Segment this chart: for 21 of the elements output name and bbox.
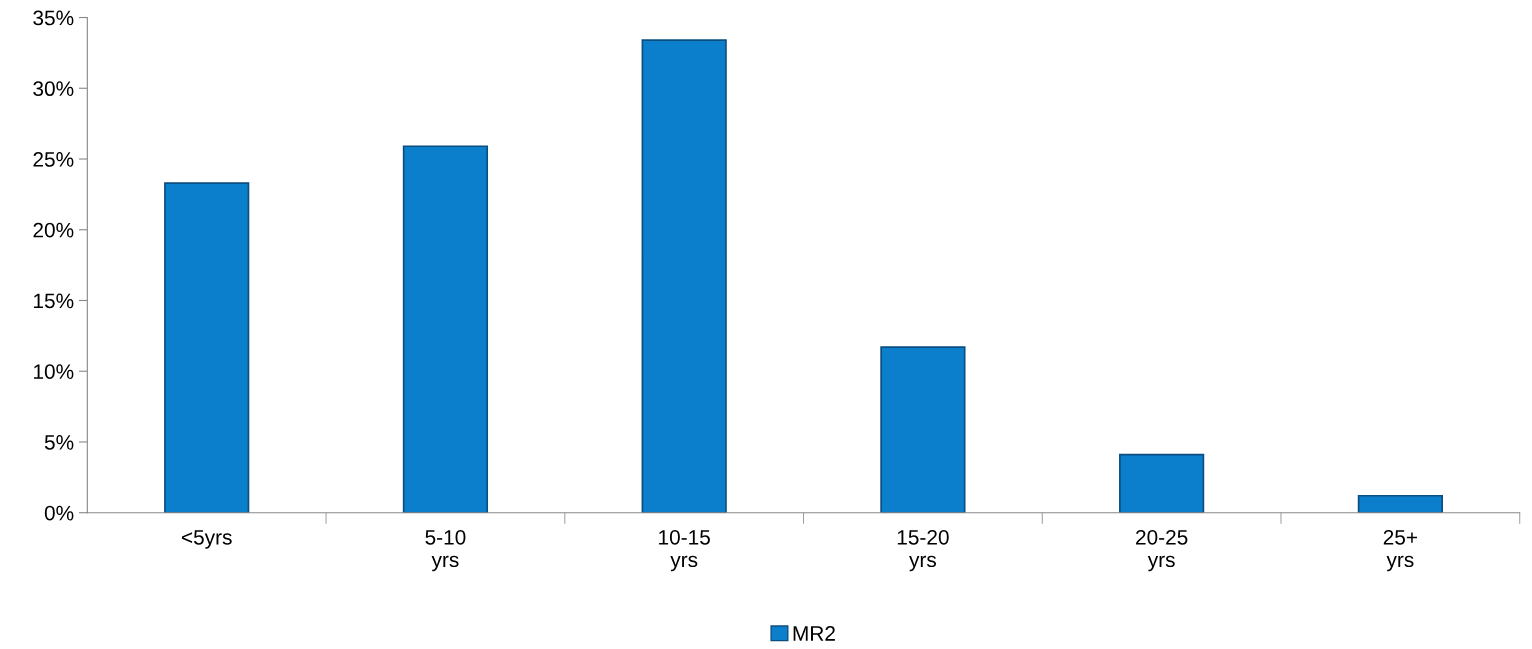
bar	[402, 145, 489, 513]
x-tick-label: 25+ yrs	[1383, 529, 1418, 572]
bar	[641, 39, 727, 513]
x-tick-label: 5-10 yrs	[425, 529, 466, 572]
x-tick-label: 10-15 yrs	[659, 529, 710, 572]
y-tick-label: 25%	[33, 152, 74, 167]
y-tick-label: 5%	[44, 435, 74, 450]
x-tick-label: 15-20 yrs	[897, 529, 949, 572]
bar	[164, 182, 250, 513]
y-tick-label: 35%	[33, 10, 74, 26]
bar	[880, 346, 966, 513]
bar	[1119, 453, 1205, 513]
y-tick-label: 15%	[34, 293, 74, 309]
y-tick-label: 20%	[33, 222, 74, 238]
y-tick-label: 10%	[34, 364, 74, 379]
y-tick-label: 0%	[44, 505, 74, 521]
legend-label: MR2	[793, 626, 835, 641]
x-tick-label: <5yrs	[181, 530, 232, 549]
x-tick-label: 20-25 yrs	[1136, 529, 1188, 572]
y-tick-label: 30%	[33, 81, 74, 97]
bar	[1357, 494, 1443, 513]
